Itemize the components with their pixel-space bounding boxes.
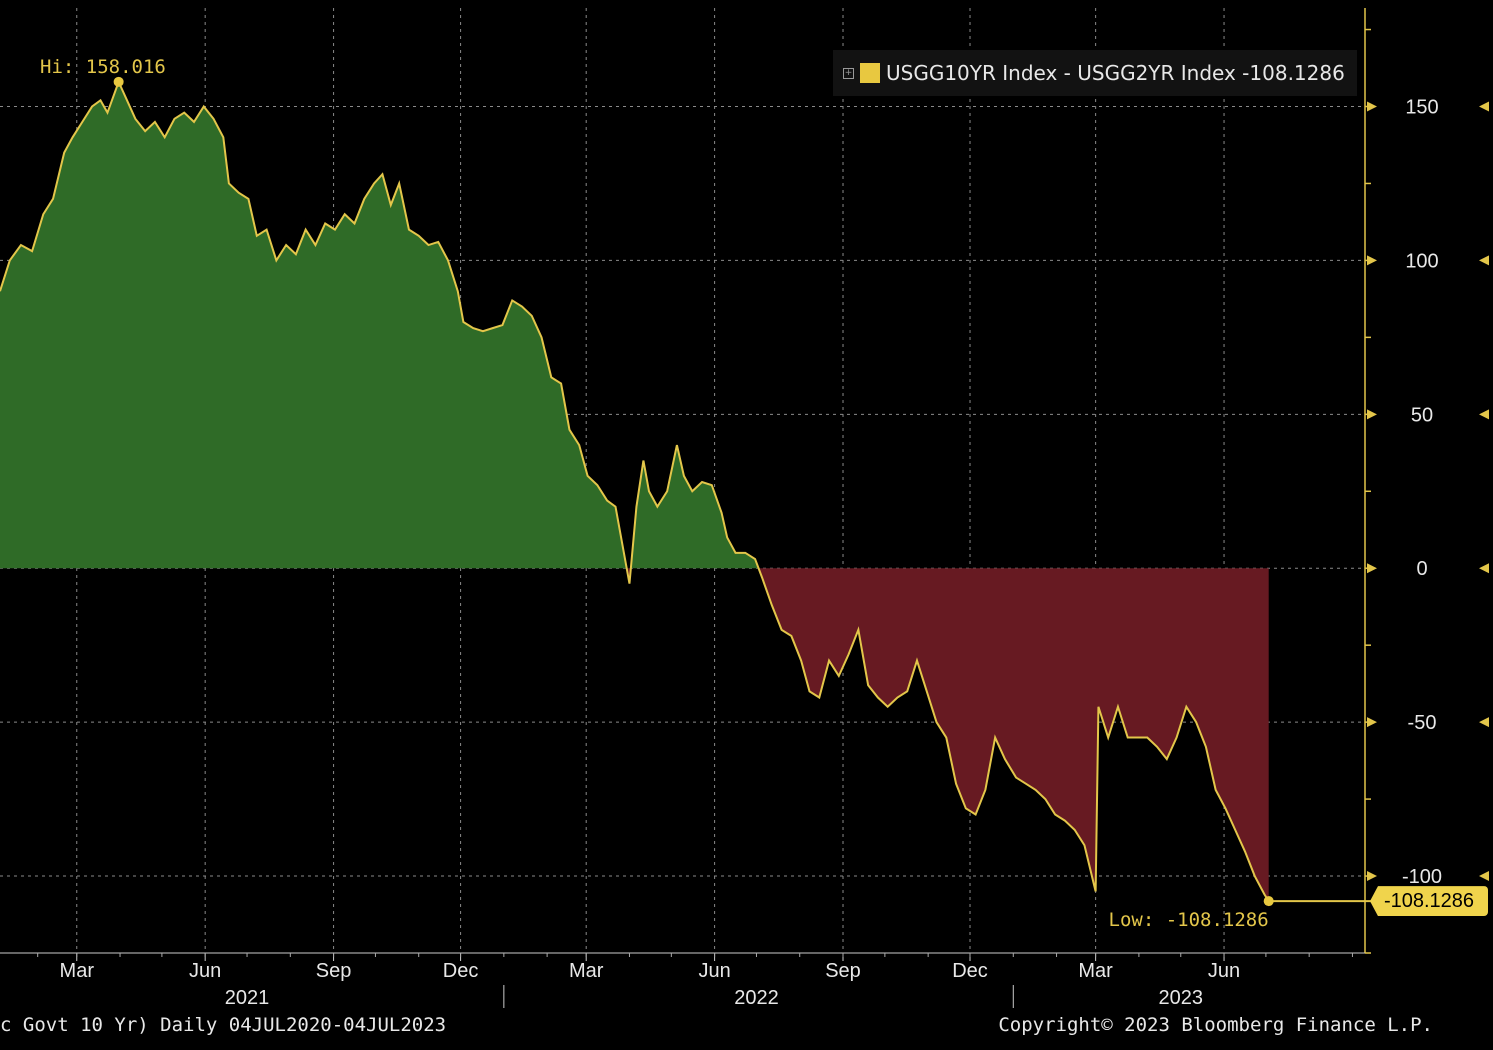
y-tick-arrow xyxy=(1367,409,1377,420)
last-value-tag: -108.1286 xyxy=(1370,886,1488,917)
footer-security-range: c Govt 10 Yr) Daily 04JUL2020-04JUL2023 xyxy=(0,1014,447,1036)
high-marker[interactable] xyxy=(113,76,124,87)
x-tick-label: Sep xyxy=(825,960,861,982)
y-tick-arrow xyxy=(1367,871,1377,882)
expand-icon[interactable]: + xyxy=(843,67,854,79)
y-tick-label: 150 xyxy=(1405,97,1438,119)
x-tick-label: Mar xyxy=(1078,960,1113,982)
low-annotation: Low: -108.1286 xyxy=(1109,909,1269,931)
x-tick-label: Mar xyxy=(569,960,604,982)
x-tick-label: Sep xyxy=(316,960,352,982)
chart-axes xyxy=(0,8,1489,1008)
y-tick-arrow-right xyxy=(1479,101,1489,112)
x-tick-label: Mar xyxy=(60,960,95,982)
y-tick-label: 50 xyxy=(1411,404,1433,426)
y-tick-arrow xyxy=(1367,255,1377,266)
x-tick-label: Jun xyxy=(1208,960,1240,982)
x-tick-label: Jun xyxy=(189,960,221,982)
y-tick-arrow-right xyxy=(1479,717,1489,728)
year-label: 2023 xyxy=(1159,987,1204,1009)
y-tick-arrow-right xyxy=(1479,563,1489,574)
y-tick-arrow-right xyxy=(1479,409,1489,420)
y-tick-arrow xyxy=(1367,101,1377,112)
positive-spread-area xyxy=(0,81,759,569)
low-marker[interactable] xyxy=(1263,896,1274,907)
y-tick-arrow-right xyxy=(1479,871,1489,882)
negative-spread-area xyxy=(626,568,1269,902)
high-annotation: Hi: 158.016 xyxy=(40,56,166,78)
legend[interactable]: + USGG10YR Index - USGG2YR Index -108.12… xyxy=(833,50,1357,96)
y-tick-arrow xyxy=(1367,717,1377,728)
y-tick-label: 100 xyxy=(1405,250,1438,272)
y-tick-arrow-right xyxy=(1479,255,1489,266)
y-tick-label: -100 xyxy=(1402,866,1442,888)
legend-label: USGG10YR Index - USGG2YR Index -108.1286 xyxy=(886,61,1345,85)
x-tick-label: Jun xyxy=(698,960,730,982)
spread-line xyxy=(0,79,1270,902)
year-label: 2022 xyxy=(734,987,779,1009)
x-tick-label: Dec xyxy=(443,960,479,982)
footer-copyright: Copyright© 2023 Bloomberg Finance L.P. xyxy=(998,1014,1433,1036)
y-tick-label: -50 xyxy=(1408,712,1437,734)
series-color-swatch xyxy=(860,63,880,83)
y-tick-arrow xyxy=(1367,563,1377,574)
chart-labels: 150 100 50 0 -50 -100 Mar Jun Sep Dec Mar Jun Sep Dec… xyxy=(60,97,1442,1009)
x-tick-label: Dec xyxy=(952,960,988,982)
year-label: 2021 xyxy=(225,987,270,1009)
y-tick-label: 0 xyxy=(1416,558,1427,580)
